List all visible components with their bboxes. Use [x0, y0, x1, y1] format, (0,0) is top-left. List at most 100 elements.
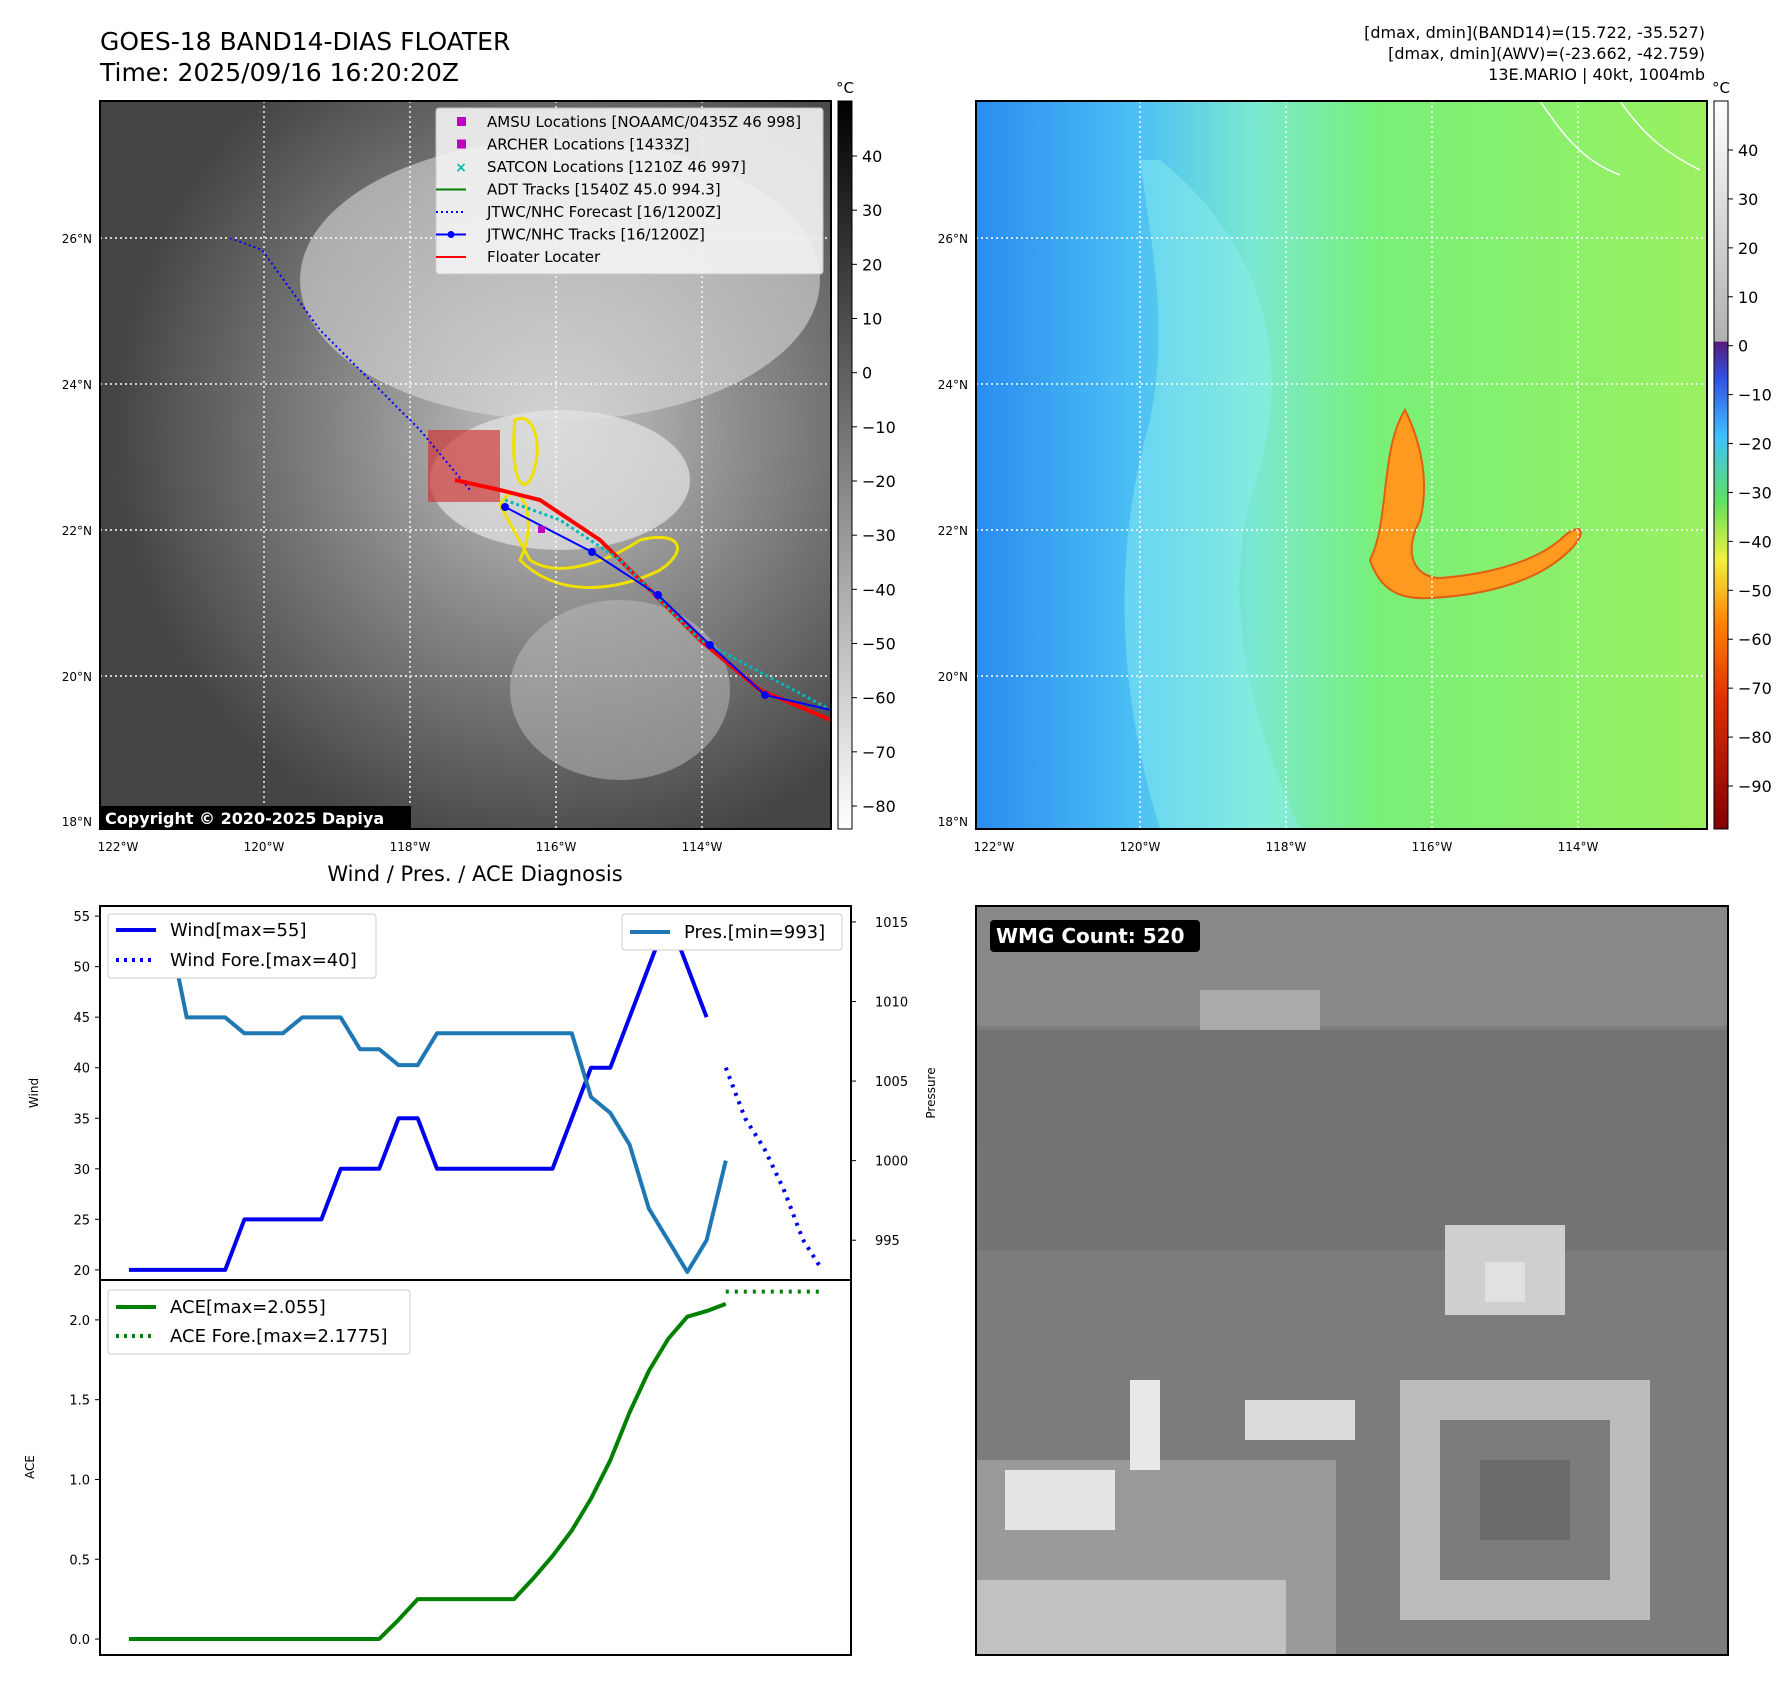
- wv-gridlines: [976, 101, 1707, 829]
- figure-time: Time: 2025/09/16 16:20:20Z: [99, 58, 459, 87]
- legend-entry-label: SATCON Locations [1210Z 46 997]: [487, 158, 746, 176]
- pressure-legend-label: Pres.[min=993]: [684, 922, 825, 943]
- ace-axis-label: ACE: [23, 1455, 37, 1479]
- jtwc-track-marker: [706, 641, 714, 649]
- jtwc-forecast-track: [229, 237, 471, 491]
- ir-lon-label: 116°W: [536, 840, 577, 854]
- ace-y-tick-label: 0.5: [69, 1553, 90, 1568]
- archer-location-marker: [538, 526, 545, 533]
- jtwc-track-marker: [761, 691, 769, 699]
- ir-panel: Copyright © 2020-2025 Dapiya 26°N 24°N 2…: [62, 79, 896, 854]
- wind-legend: Wind[max=55] Wind Fore.[max=40]: [107, 913, 377, 979]
- wind-fore-legend-label: Wind Fore.[max=40]: [170, 950, 357, 971]
- wv-coast: [1539, 101, 1701, 176]
- ir-colorbar-unit: °C: [836, 79, 854, 97]
- ace-series-line: [128, 1302, 727, 1641]
- jtwc-track-marker: [654, 591, 662, 599]
- ir-lon-label: 114°W: [682, 840, 723, 854]
- ir-lat-label: 24°N: [62, 378, 92, 392]
- legend-entry-label: Floater Locater: [487, 248, 601, 266]
- ir-colorbar-tick-label: 20: [862, 255, 882, 274]
- wv-colorbar-tick-label: −50: [1738, 581, 1772, 600]
- ir-colorbar-tick-label: −20: [862, 472, 896, 491]
- ir-legend-box: [435, 107, 824, 275]
- ir-colorbar-tick-label: −30: [862, 526, 896, 545]
- pressure-y-tick-label: 1015: [875, 916, 908, 931]
- wind-series-line: [128, 914, 709, 1272]
- wv-lat-labels: 26°N 24°N 22°N 20°N 18°N: [938, 232, 968, 829]
- wmg-eye: [1480, 1460, 1570, 1540]
- ir-cloud-south: [510, 600, 730, 780]
- ace-fore-legend-label: ACE Fore.[max=2.1775]: [170, 1326, 388, 1347]
- wv-colorbar-tick-label: −90: [1738, 777, 1772, 796]
- ir-cold-cloud-contour-2: [512, 416, 539, 486]
- legend-entry-label: AMSU Locations [NOAAMC/0435Z 46 998]: [487, 113, 801, 131]
- wmg-count-label: WMG Count: 520: [996, 924, 1185, 948]
- wmg-warm-spot: [1485, 1262, 1525, 1302]
- wv-lon-label: 122°W: [974, 840, 1015, 854]
- ir-lat-label: 22°N: [62, 524, 92, 538]
- pressure-y-tick-label: 1005: [875, 1075, 908, 1090]
- ir-lon-labels: 122°W 120°W 118°W 116°W 114°W: [98, 840, 723, 854]
- ir-colorbar-tick-label: −80: [862, 797, 896, 816]
- info-line-band14: [dmax, dmin](BAND14)=(15.722, -35.527): [1364, 23, 1705, 42]
- wv-lat-label: 24°N: [938, 378, 968, 392]
- pressure-series-line: [128, 919, 728, 1274]
- wv-colorbar-tick-label: 40: [1738, 141, 1758, 160]
- wv-colorbar: [1713, 100, 1729, 830]
- ace-y-tick-label: 0.0: [69, 1633, 90, 1648]
- wind-y-tick-label: 25: [73, 1213, 90, 1228]
- wmg-panel-frame: [975, 905, 1729, 1656]
- ir-lon-label: 120°W: [244, 840, 285, 854]
- ir-colorbar: [837, 100, 853, 830]
- ir-cold-cloud-contour: [498, 491, 679, 589]
- wv-cold-band: [1368, 407, 1582, 600]
- ir-colorbar-tick-label: 40: [862, 147, 882, 166]
- ir-lat-label: 26°N: [62, 232, 92, 246]
- pressure-y-tick-label: 995: [875, 1234, 900, 1249]
- wv-lon-label: 114°W: [1558, 840, 1599, 854]
- wv-lat-label: 26°N: [938, 232, 968, 246]
- wmg-warm-spot: [1130, 1380, 1160, 1470]
- wind-legend-label: Wind[max=55]: [170, 920, 307, 941]
- ace-y-tick-label: 1.0: [69, 1473, 90, 1488]
- ace-legend: ACE[max=2.055] ACE Fore.[max=2.1775]: [107, 1289, 411, 1355]
- ir-colorbar-tick-label: −40: [862, 580, 896, 599]
- wv-colorbar-tick-label: 30: [1738, 190, 1758, 209]
- wv-colorbar-tick-label: −30: [1738, 483, 1772, 502]
- floater-locator-box: [428, 430, 500, 502]
- info-line-awv: [dmax, dmin](AWV)=(-23.662, -42.759): [1388, 44, 1705, 63]
- wv-lon-labels: 122°W 120°W 118°W 116°W 114°W: [974, 840, 1599, 854]
- wv-colorbar-unit: °C: [1712, 79, 1730, 97]
- ace-legend-box: [107, 1289, 411, 1355]
- jtwc-track-marker: [501, 503, 509, 511]
- wind-y-tick-label: 35: [73, 1112, 90, 1127]
- wv-colorbar-tick-label: 10: [1738, 288, 1758, 307]
- wv-panel: 26°N 24°N 22°N 20°N 18°N 122°W 120°W 118…: [938, 79, 1772, 854]
- legend-swatch-marker: [447, 231, 455, 238]
- ir-colorbar-tick-label: −60: [862, 689, 896, 708]
- ir-colorbar-tick-label: −70: [862, 743, 896, 762]
- wmg-region: [976, 1580, 1286, 1655]
- legend-marker-square: [457, 139, 466, 149]
- wv-lat-label: 22°N: [938, 524, 968, 538]
- wind-y-tick-label: 45: [73, 1011, 90, 1026]
- wv-lon-label: 118°W: [1266, 840, 1307, 854]
- copyright-badge: [101, 806, 411, 830]
- wmg-count-badge: [990, 920, 1200, 952]
- pressure-legend-box: [621, 913, 843, 951]
- wind-forecast-line: [723, 1066, 824, 1271]
- legend-marker-x: ×: [455, 160, 467, 176]
- ir-legend: AMSU Locations [NOAAMC/0435Z 46 998] ARCH…: [435, 107, 824, 275]
- wind-legend-box: [107, 913, 377, 979]
- pressure-legend: Pres.[min=993]: [621, 913, 843, 951]
- wmg-panel: WMG Count: 520: [975, 905, 1729, 1656]
- wmg-warm-spot: [1005, 1470, 1115, 1530]
- wv-colorbar-tick-label: −60: [1738, 630, 1772, 649]
- wv-panel-frame: [975, 100, 1708, 830]
- legend-entry-label: JTWC/NHC Tracks [16/1200Z]: [486, 226, 705, 244]
- wv-lon-label: 120°W: [1120, 840, 1161, 854]
- ir-colorbar-tick-label: 30: [862, 201, 882, 220]
- wv-colorbar-tick-label: 20: [1738, 239, 1758, 258]
